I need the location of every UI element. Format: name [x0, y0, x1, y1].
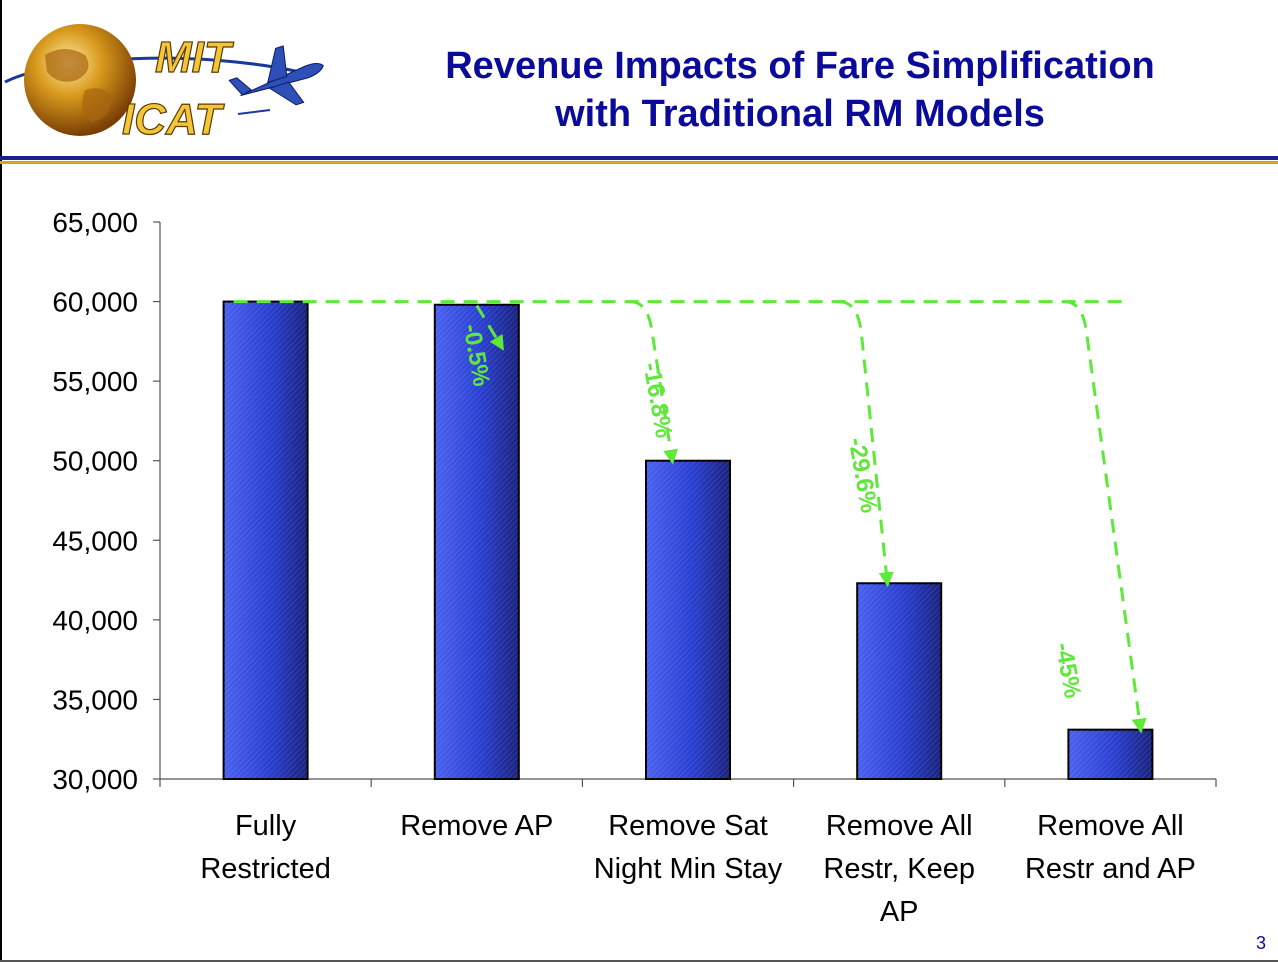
- header-rule-blue: [0, 156, 1278, 160]
- bar-texture: [646, 460, 730, 779]
- change-percent-label: -16.8%: [637, 360, 677, 440]
- y-tick-label: 60,000: [52, 287, 138, 318]
- drop-arrow: [475, 304, 504, 351]
- globe-icon: [24, 24, 136, 136]
- title-line-1: Revenue Impacts of Fare Simplification: [445, 45, 1155, 87]
- bar-texture: [434, 304, 519, 779]
- x-tick-label: AP: [880, 896, 919, 928]
- bar-texture: [1068, 729, 1153, 779]
- x-tick-label: Remove All: [1037, 810, 1184, 842]
- header-rule-gold: [0, 161, 1278, 164]
- slide-title: Revenue Impacts of Fare Simplification w…: [390, 42, 1210, 138]
- y-tick-label: 45,000: [52, 525, 138, 556]
- x-tick-label: Restricted: [200, 853, 331, 885]
- bottom-rule: [0, 960, 1278, 962]
- x-tick-label: Remove All: [826, 810, 973, 842]
- drop-arrow: [1064, 300, 1147, 734]
- change-percent-label: -45%: [1050, 640, 1086, 700]
- x-tick-label: Restr, Keep: [823, 853, 975, 885]
- y-tick-label: 50,000: [52, 446, 138, 477]
- drop-arrow: [839, 300, 894, 588]
- x-tick-label: Remove Sat: [608, 810, 768, 842]
- y-tick-label: 65,000: [52, 207, 138, 238]
- y-tick-label: 30,000: [52, 764, 138, 795]
- drop-arrow: [629, 300, 679, 465]
- airplane-icon: [228, 45, 324, 106]
- bar-texture: [223, 301, 308, 779]
- y-tick-label: 35,000: [52, 684, 138, 715]
- bar-texture: [857, 583, 942, 779]
- change-percent-label: -29.6%: [843, 435, 883, 515]
- x-tick-label: Remove AP: [400, 810, 553, 842]
- x-tick-label: Night Min Stay: [594, 853, 783, 885]
- title-line-2: with Traditional RM Models: [555, 93, 1045, 135]
- y-tick-label: 40,000: [52, 605, 138, 636]
- y-tick-label: 55,000: [52, 366, 138, 397]
- x-tick-label: Restr and AP: [1025, 853, 1196, 885]
- revenue-bar-chart: 30,000 35,000 40,000 45,000 50,000 55,000 60,0…: [52, 207, 1217, 928]
- logo-text-icat: ICAT: [122, 95, 225, 144]
- left-border: [0, 0, 2, 962]
- page-number: 3: [1255, 933, 1266, 953]
- mit-icat-logo: MIT ICAT: [4, 24, 324, 145]
- x-tick-label: Fully: [235, 810, 297, 842]
- logo-text-mit: MIT: [155, 33, 234, 82]
- slide-header: MIT ICAT Revenue Impacts of Fare Simplif…: [0, 0, 1278, 166]
